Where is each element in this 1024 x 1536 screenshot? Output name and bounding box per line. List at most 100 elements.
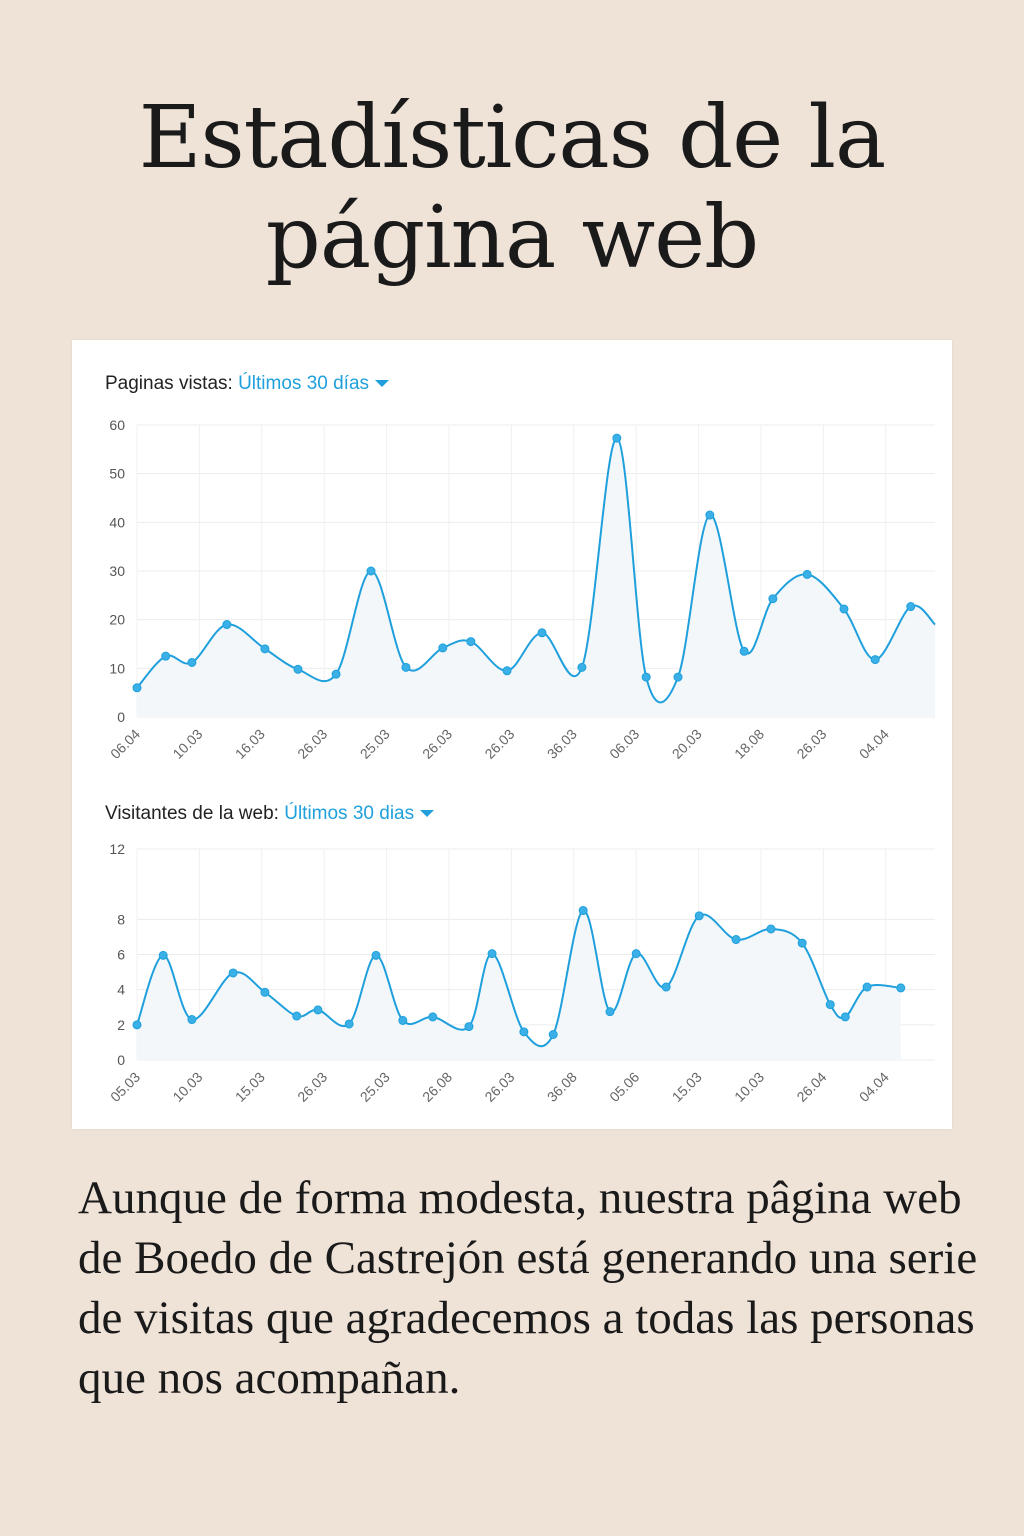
data-point [694,911,704,921]
visitors-period-dropdown[interactable]: Últimos 30 dias [284,803,435,824]
x-tick-label: 04.04 [856,726,892,762]
caret-down-icon [375,380,390,388]
x-tick-label: 26.08 [419,1069,455,1105]
page-title: Estadísticas de la página web [138,88,886,288]
data-point [605,1007,615,1017]
data-point [260,644,270,654]
data-point [906,602,916,612]
y-tick-label: 60 [109,417,125,433]
period-value: Últimos 30 dias [284,803,415,824]
data-point [371,950,381,960]
data-point [661,982,671,992]
x-tick-label: 05.06 [606,1069,642,1105]
x-tick-label: 25.03 [357,1069,393,1105]
y-tick-label: 8 [117,911,125,927]
pageviews-chart-header: Paginas vistas: Últimos 30 días [105,373,390,395]
data-point [612,433,622,443]
data-point [132,1020,142,1030]
data-point [464,1022,474,1032]
data-point [825,1000,835,1010]
data-point [766,924,776,934]
data-point [438,643,448,653]
x-tick-label: 26.03 [793,726,829,762]
data-point [870,655,880,665]
period-value: Últimos 30 días [238,373,370,394]
x-tick-label: 26.03 [481,1069,517,1105]
x-tick-label: 10.03 [169,1069,205,1105]
data-point [466,637,476,647]
data-point [548,1030,558,1040]
y-tick-label: 6 [117,947,125,963]
data-point [292,1011,302,1021]
data-point [260,987,270,997]
x-tick-label: 10.03 [169,726,205,762]
data-point [161,651,171,661]
data-point [401,662,411,672]
y-tick-label: 30 [109,563,125,579]
data-point [705,510,715,520]
y-tick-label: 4 [117,982,125,998]
x-tick-label: 18.08 [731,726,767,762]
data-point [802,569,812,579]
y-tick-label: 10 [109,660,125,676]
x-tick-label: 15.03 [669,1069,705,1105]
x-tick-label: 10.03 [731,1069,767,1105]
x-tick-label: 16.03 [232,726,268,762]
y-tick-label: 0 [117,709,125,725]
data-point [428,1012,438,1022]
x-tick-label: 36.08 [544,1069,580,1105]
caret-down-icon [420,810,435,818]
x-tick-label: 20.03 [669,726,705,762]
data-point [331,669,341,679]
data-point [739,646,749,656]
data-point [840,1012,850,1022]
pageviews-label: Paginas vistas: [105,373,233,394]
x-tick-label: 25.03 [357,726,393,762]
data-point [537,628,547,638]
data-point [862,982,872,992]
data-point [641,672,651,682]
y-tick-label: 2 [117,1017,125,1033]
data-point [222,620,232,630]
x-tick-label: 26.03 [294,1069,330,1105]
y-tick-label: 50 [109,466,125,482]
x-tick-label: 06.04 [107,726,143,762]
x-tick-label: 36.03 [544,726,580,762]
y-tick-label: 12 [109,841,125,857]
y-tick-label: 20 [109,612,125,628]
data-point [839,604,849,614]
y-tick-label: 0 [117,1052,125,1068]
description-paragraph: Aunque de forma modesta, nuestra pâgina … [78,1172,978,1404]
x-tick-label: 26.03 [481,726,517,762]
data-point [768,594,778,604]
data-point [398,1015,408,1025]
pageviews-period-dropdown[interactable]: Últimos 30 días [238,373,390,394]
data-point [502,666,512,676]
data-point [344,1019,354,1029]
data-point [132,683,142,693]
data-point [187,1015,197,1025]
data-point [631,949,641,959]
x-tick-label: 26.03 [419,726,455,762]
data-point [731,935,741,945]
x-tick-label: 05.03 [107,1069,143,1105]
data-point [228,968,238,978]
x-tick-label: 15.03 [232,1069,268,1105]
visitors-chart-header: Visitantes de la web: Últimos 30 dias [105,803,435,825]
data-point [487,949,497,959]
data-point [293,664,303,674]
data-point [577,662,587,672]
series-area [137,438,936,717]
data-point [366,566,376,576]
data-point [896,983,906,993]
x-tick-label: 26.03 [294,726,330,762]
x-tick-label: 26.04 [793,1069,829,1105]
series-line [136,437,936,704]
data-point [313,1005,323,1015]
data-point [519,1027,529,1037]
data-point [158,950,168,960]
x-tick-label: 06.03 [606,726,642,762]
data-point [797,938,807,948]
visitors-label: Visitantes de la web: [105,803,279,824]
data-point [578,906,588,916]
